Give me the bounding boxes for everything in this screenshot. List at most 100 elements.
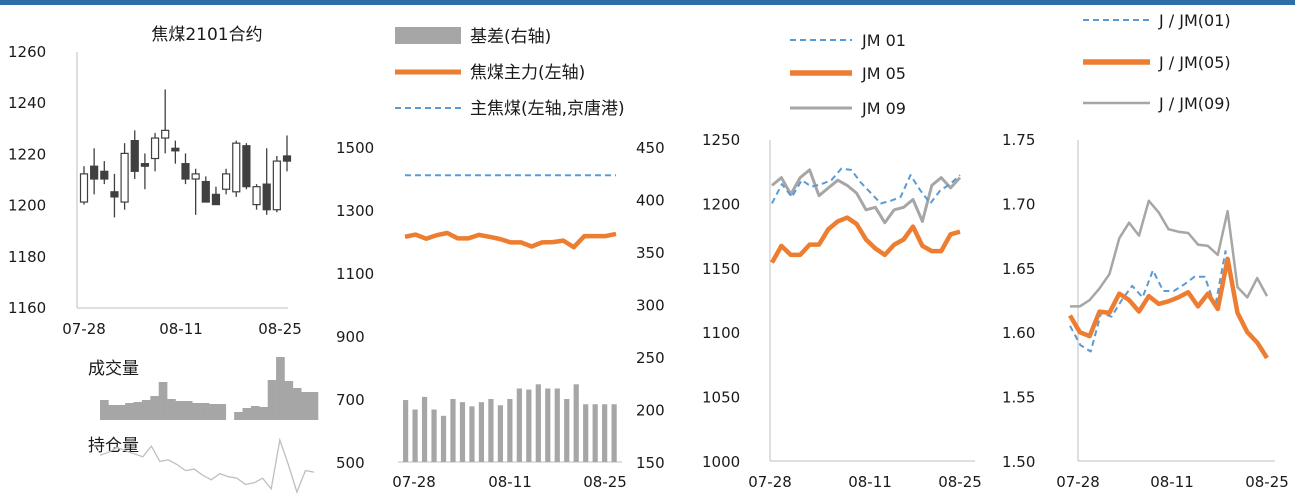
volume-bar	[234, 412, 243, 420]
candle-down	[262, 183, 271, 211]
ratio-y-tick: 1.65	[1002, 260, 1035, 278]
ratio09-line	[1070, 199, 1269, 308]
candle-down	[242, 145, 251, 188]
candle-chart-title: 焦煤2101合约	[151, 25, 262, 45]
candle-down	[110, 191, 119, 198]
volume-bar	[242, 408, 252, 420]
basis-bar	[545, 388, 551, 462]
candle-y-tick: 1260	[8, 43, 46, 61]
basis-right-y-tick: 450	[636, 139, 665, 157]
basis-bar	[488, 399, 494, 462]
ratio-y-tick: 1.50	[1002, 453, 1035, 471]
basis-bar	[602, 404, 608, 462]
jm05-line	[770, 215, 961, 264]
candle-up	[272, 160, 281, 211]
candle-up	[150, 137, 160, 160]
volume-bar	[309, 392, 319, 420]
volume-bar	[183, 401, 193, 420]
basis-bar	[469, 406, 475, 462]
candle-y-tick: 1160	[8, 299, 46, 317]
volume-bar	[158, 382, 168, 420]
candle-x-tick: 07-28	[62, 320, 106, 338]
volume-bar	[217, 404, 227, 420]
candle-up	[232, 142, 241, 193]
jm-x-tick: 08-25	[938, 473, 982, 491]
volume-bar	[150, 396, 159, 420]
basis-right-y-tick: 300	[636, 297, 665, 315]
candle-y-tick: 1180	[8, 248, 46, 266]
basis-right-y-tick: 400	[636, 192, 665, 210]
volume-bar	[276, 357, 285, 420]
basis-bar	[516, 388, 522, 462]
legend-basis-label: 基差(右轴)	[470, 27, 551, 47]
legend-main-label: 焦煤主力(左轴)	[470, 63, 585, 83]
volume-bar	[141, 400, 151, 420]
jm-y-tick: 1250	[702, 131, 740, 149]
basis-left-y-tick: 700	[336, 391, 365, 409]
basis-x-tick: 08-25	[583, 473, 627, 491]
candle-down	[181, 163, 190, 180]
basis-bar	[431, 409, 437, 462]
main-contract-line	[404, 230, 617, 250]
jm09-line	[771, 168, 962, 225]
basis-bar	[440, 415, 447, 462]
header-bar	[0, 0, 1295, 5]
jm-y-tick: 1100	[702, 324, 740, 342]
basis-bar	[535, 384, 541, 462]
basis-bar	[450, 399, 456, 462]
basis-left-y-tick: 1300	[336, 202, 374, 220]
ratio-x-tick: 08-11	[1150, 473, 1194, 491]
basis-bar	[412, 409, 418, 462]
volume-bar	[100, 400, 109, 420]
open-interest-line	[99, 437, 315, 494]
candle-up	[222, 173, 231, 190]
volume-bar	[209, 404, 218, 420]
legend-ratio09-label: J / JM(09)	[1158, 94, 1231, 113]
candle-up	[252, 186, 261, 206]
legend-ratio01-label: J / JM(01)	[1158, 11, 1231, 30]
basis-bar	[564, 399, 570, 462]
volume-bar	[200, 403, 210, 420]
basis-bar	[554, 388, 560, 462]
candle-up	[120, 152, 129, 203]
candle-down	[282, 155, 292, 162]
volume-label: 成交量	[88, 359, 139, 379]
basis-right-y-tick: 250	[636, 349, 665, 367]
candle-up	[161, 129, 170, 139]
candle-down	[130, 140, 139, 172]
candle-x-tick: 08-25	[258, 320, 302, 338]
basis-bar	[478, 402, 485, 462]
volume-bar	[108, 405, 118, 420]
volume-bar	[116, 405, 126, 420]
legend-jm09-label: JM 09	[861, 99, 906, 118]
legend-ratio05-label: J / JM(05)	[1158, 53, 1231, 72]
basis-bar	[403, 400, 409, 462]
candle-down	[211, 193, 221, 206]
jm-y-tick: 1000	[702, 453, 740, 471]
candle-down	[100, 170, 109, 180]
volume-bar	[133, 402, 143, 420]
candle-y-tick: 1240	[8, 94, 46, 112]
basis-right-y-tick: 150	[636, 454, 665, 472]
legend-jm01-label: JM 01	[861, 31, 906, 50]
legend-jm05-label: JM 05	[861, 64, 906, 83]
candle-y-tick: 1200	[8, 197, 46, 215]
ratio-y-tick: 1.75	[1002, 131, 1035, 149]
basis-left-y-tick: 1100	[336, 265, 374, 283]
candle-x-tick: 08-11	[159, 320, 203, 338]
candle-up	[191, 173, 200, 180]
volume-bar	[284, 381, 294, 420]
candle-y-tick: 1220	[8, 145, 46, 163]
volume-bar	[192, 403, 201, 420]
basis-bar	[507, 399, 513, 462]
ratio-y-tick: 1.60	[1002, 324, 1035, 342]
ratio-x-tick: 08-25	[1245, 473, 1289, 491]
ratio05-line	[1068, 256, 1269, 360]
basis-bar	[459, 402, 466, 462]
basis-bar	[592, 404, 598, 462]
ratio-x-tick: 07-28	[1056, 473, 1100, 491]
basis-bar	[526, 389, 532, 462]
jm-y-tick: 1050	[702, 389, 740, 407]
volume-bar	[250, 406, 260, 420]
